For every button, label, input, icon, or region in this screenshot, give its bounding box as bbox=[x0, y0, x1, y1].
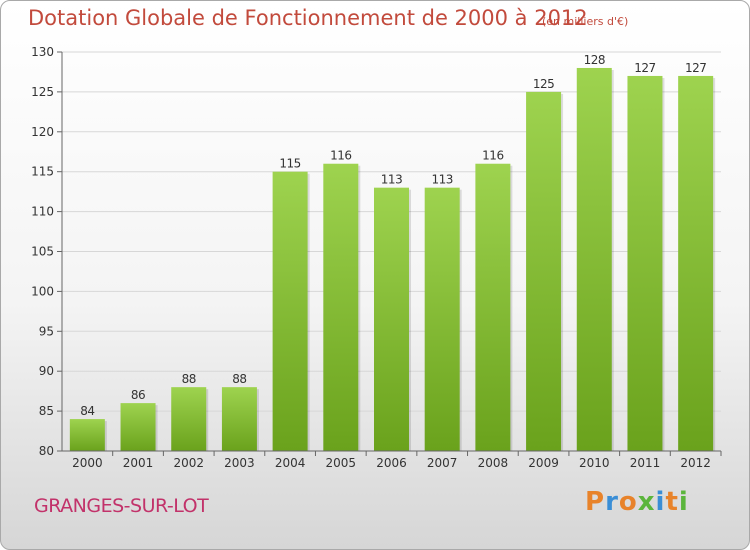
y-tick-label: 125 bbox=[31, 85, 54, 99]
y-tick-label: 90 bbox=[39, 364, 54, 378]
data-label: 115 bbox=[279, 157, 300, 171]
data-labels: 84 86 88 88 115 116 113 113 116 125 128 127 127 bbox=[80, 53, 707, 418]
data-label: 88 bbox=[182, 372, 196, 386]
data-label: 116 bbox=[482, 149, 503, 163]
bar bbox=[475, 163, 511, 451]
bar bbox=[69, 419, 105, 451]
logo-letter: P bbox=[585, 487, 606, 517]
logo-letter: i bbox=[678, 487, 689, 517]
data-label: 84 bbox=[80, 404, 94, 418]
x-tick-label: 2007 bbox=[427, 456, 458, 470]
y-tick-label: 130 bbox=[31, 45, 54, 59]
logo-letter: r bbox=[605, 487, 619, 517]
x-tick-label: 2003 bbox=[224, 456, 255, 470]
chart-unit: (en milliers d'€) bbox=[542, 15, 629, 28]
bar bbox=[526, 91, 562, 452]
bar bbox=[424, 187, 460, 451]
y-tick-label: 80 bbox=[39, 444, 54, 458]
logo-letter: t bbox=[665, 487, 679, 517]
x-tick-label: 2010 bbox=[579, 456, 610, 470]
bars bbox=[69, 67, 716, 452]
data-label: 113 bbox=[381, 173, 402, 187]
bar bbox=[120, 403, 156, 451]
data-label: 88 bbox=[232, 372, 246, 386]
data-label: 116 bbox=[330, 149, 351, 163]
logo-letter: x bbox=[637, 487, 656, 517]
x-tick-label: 2008 bbox=[478, 456, 509, 470]
data-label: 86 bbox=[131, 388, 145, 402]
x-tick-label: 2011 bbox=[630, 456, 661, 470]
chart-title: Dotation Globale de Fonctionnement de 20… bbox=[28, 6, 588, 30]
bar bbox=[323, 163, 359, 451]
y-tick-label: 120 bbox=[31, 125, 54, 139]
x-tick-label: 2001 bbox=[123, 456, 154, 470]
bar bbox=[374, 187, 409, 451]
commune-name: GRANGES-SUR-LOT bbox=[34, 495, 209, 517]
x-tick-label: 2002 bbox=[173, 456, 204, 470]
y-tick-label: 110 bbox=[31, 205, 54, 219]
data-label: 127 bbox=[685, 61, 706, 75]
x-tick-label: 2009 bbox=[528, 456, 559, 470]
x-tick-label: 2005 bbox=[326, 456, 357, 470]
bar bbox=[627, 75, 663, 451]
y-tick-label: 115 bbox=[31, 165, 54, 179]
bar bbox=[171, 387, 207, 451]
x-tick-label: 2004 bbox=[275, 456, 306, 470]
y-tick-label: 85 bbox=[39, 404, 54, 418]
y-tick-label: 95 bbox=[39, 324, 54, 338]
bar bbox=[221, 387, 257, 451]
logo-letter: o bbox=[618, 487, 638, 517]
y-tick-label: 105 bbox=[31, 245, 54, 259]
logo-letter: i bbox=[655, 487, 666, 517]
x-tick-label: 2000 bbox=[72, 456, 103, 470]
data-label: 113 bbox=[431, 173, 452, 187]
x-tick-label: 2012 bbox=[680, 456, 711, 470]
y-tick-label: 100 bbox=[31, 284, 54, 298]
data-label: 128 bbox=[584, 53, 605, 67]
proxiti-logo: Proxiti bbox=[585, 487, 689, 517]
data-label: 127 bbox=[634, 61, 655, 75]
axes: 80 85 90 95 100 105 110 115 120 125 130 2000 2001 200… bbox=[31, 45, 722, 470]
bar bbox=[678, 75, 714, 451]
bar bbox=[576, 67, 612, 452]
data-label: 125 bbox=[533, 77, 554, 91]
bar bbox=[272, 171, 308, 451]
x-tick-label: 2006 bbox=[376, 456, 407, 470]
